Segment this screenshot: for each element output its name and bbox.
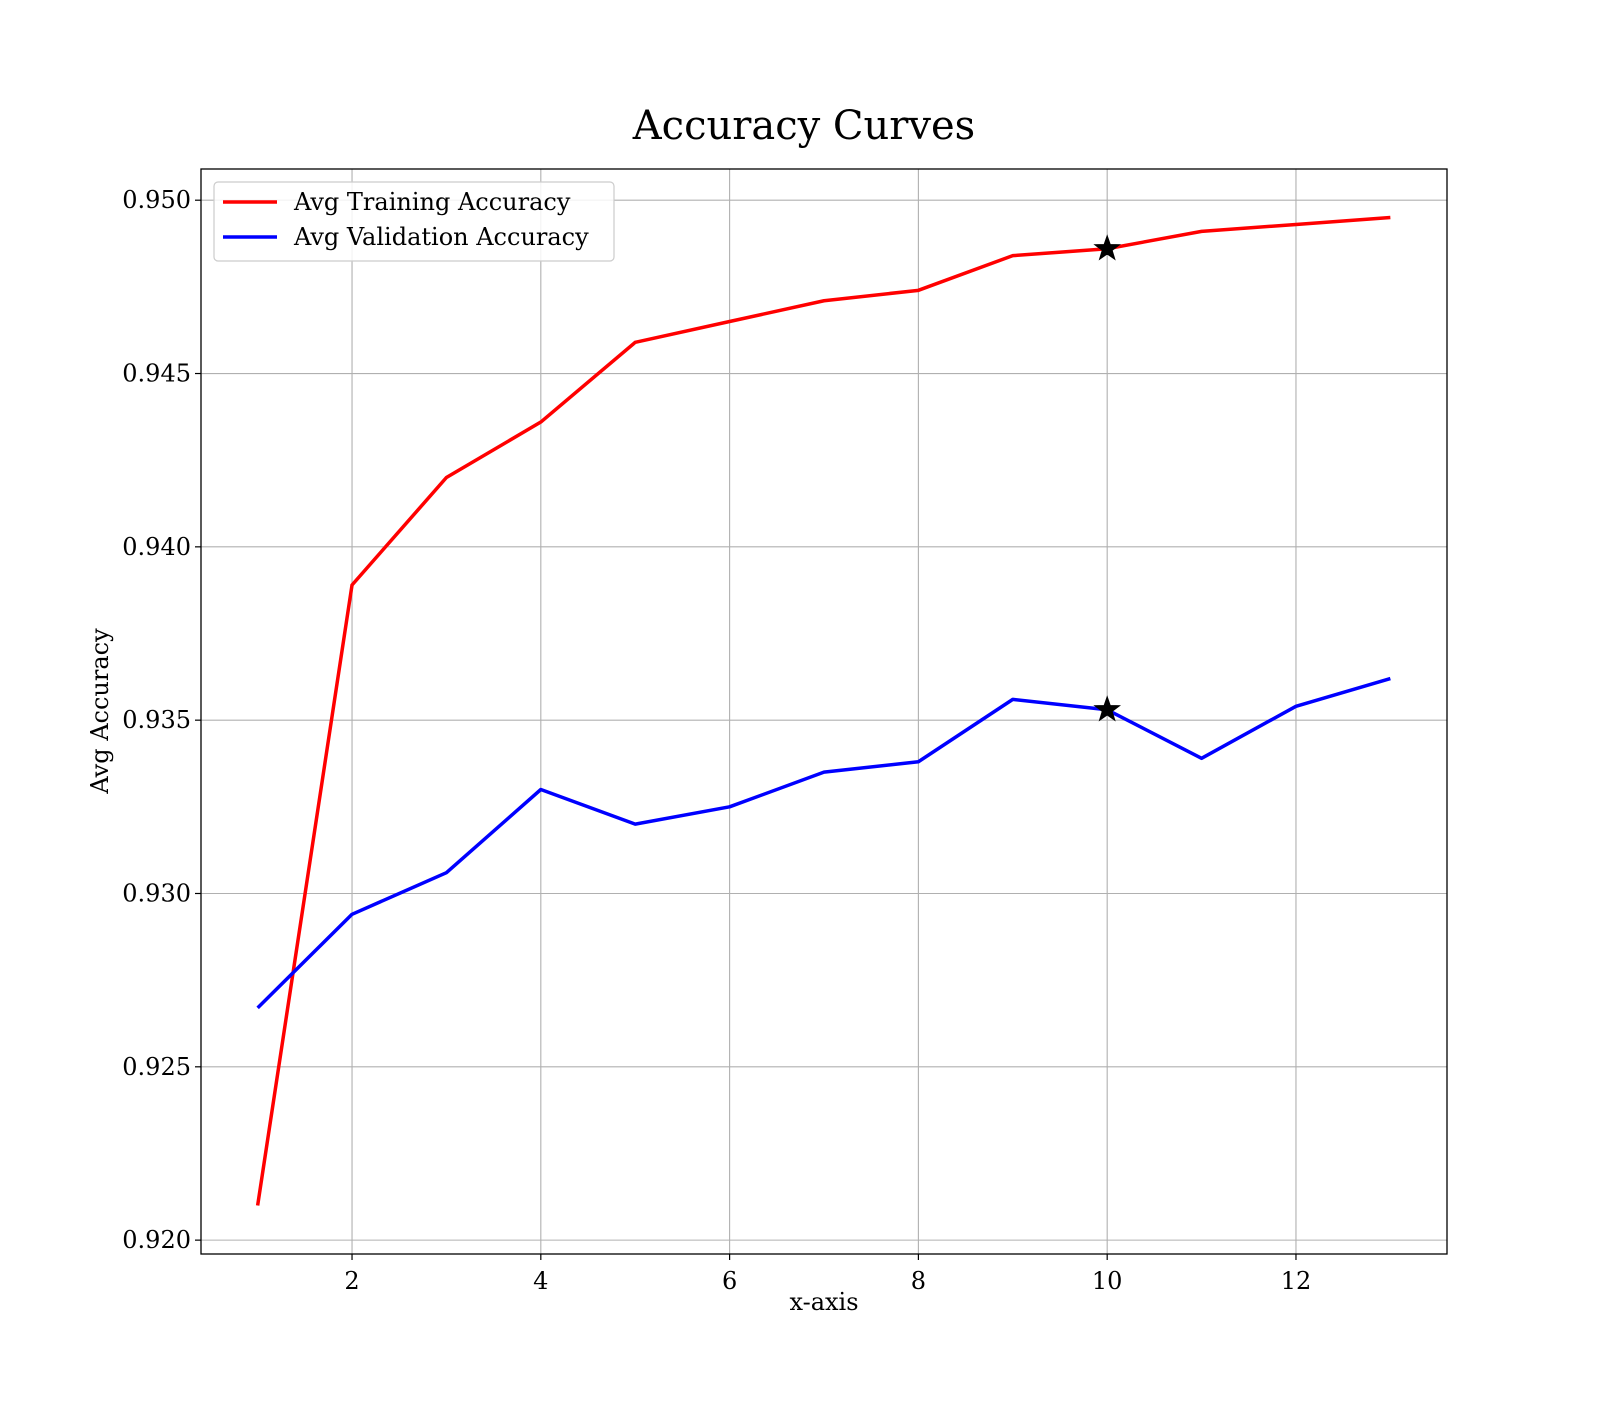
y-tick-label: 0.935 xyxy=(122,706,191,734)
star-marker xyxy=(1093,234,1121,261)
series-lines xyxy=(255,215,1391,1206)
y-tick-label: 0.950 xyxy=(122,186,191,214)
legend-label-validation: Avg Validation Accuracy xyxy=(293,223,589,251)
star-markers xyxy=(1093,234,1121,722)
x-axis-label: x-axis xyxy=(789,1288,858,1316)
x-tick-label: 12 xyxy=(1281,1267,1312,1295)
series-line-validation xyxy=(256,676,1391,1010)
star-marker xyxy=(1093,695,1121,722)
x-tick-label: 10 xyxy=(1092,1267,1123,1295)
x-tick-label: 6 xyxy=(722,1267,737,1295)
x-tick-label: 4 xyxy=(533,1267,548,1295)
plot-frame xyxy=(200,168,1448,1255)
x-tick-label: 8 xyxy=(911,1267,926,1295)
legend: Avg Training Accuracy Avg Validation Acc… xyxy=(213,181,615,262)
series-line-training xyxy=(255,215,1391,1206)
legend-box xyxy=(213,181,615,262)
y-axis-label: Avg Accuracy xyxy=(86,628,114,795)
y-tick-label: 0.940 xyxy=(122,533,191,561)
chart-title: Accuracy Curves xyxy=(632,103,975,149)
grid-lines xyxy=(201,169,1447,1254)
y-tick-label: 0.920 xyxy=(122,1226,191,1254)
axis-ticks: 2 4 6 8 10 12 0.920 0.925 0.930 0.935 0.940 0.945 0.… xyxy=(122,186,1311,1295)
x-tick-label: 2 xyxy=(344,1267,359,1295)
y-tick-label: 0.945 xyxy=(122,360,191,388)
legend-label-training: Avg Training Accuracy xyxy=(293,188,571,216)
y-tick-label: 0.930 xyxy=(122,879,191,907)
y-tick-label: 0.925 xyxy=(122,1053,191,1081)
